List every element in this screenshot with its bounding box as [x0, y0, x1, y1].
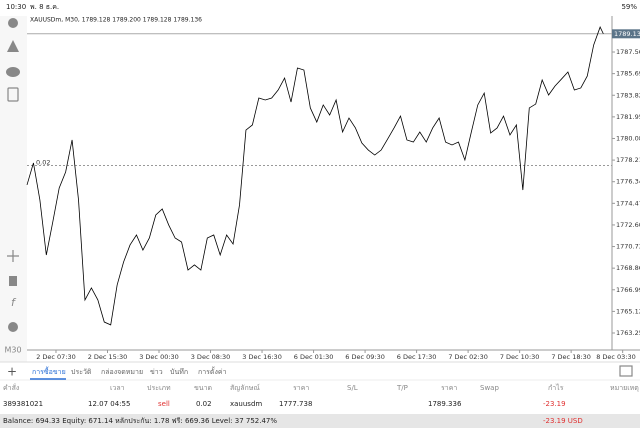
table-header: T/P [396, 384, 408, 392]
timeframe[interactable]: M30 [4, 346, 21, 355]
x-tick-label: 8 Dec 03:30 [596, 353, 636, 361]
tab[interactable]: การตั้งค่า [198, 365, 227, 376]
x-tick-label: 7 Dec 02:30 [448, 353, 488, 361]
y-tick-label: 1785.690 [616, 70, 640, 78]
y-tick-label: 1770.730 [616, 243, 640, 251]
balance-profit: -23.19 USD [543, 417, 583, 425]
table-cell[interactable]: 389381021 [3, 400, 43, 408]
table-header: ขนาด [194, 384, 212, 392]
crosshair-icon[interactable] [7, 250, 19, 262]
price-box [612, 29, 640, 39]
x-tick-label: 3 Dec 00:30 [139, 353, 179, 361]
y-tick-label: 1783.820 [616, 91, 640, 99]
y-tick-label: 1772.600 [616, 221, 640, 229]
x-tick-label: 2 Dec 07:30 [36, 353, 76, 361]
y-tick-label: 1774.470 [616, 199, 640, 207]
chart-title: XAUUSDm, M30, 1789.128 1789.200 1789.128… [30, 17, 202, 24]
chat-icon[interactable] [6, 67, 20, 77]
y-tick-label: 1765.120 [616, 307, 640, 315]
table-header: Swap [480, 384, 499, 392]
table-cell[interactable]: 0.02 [196, 400, 212, 408]
table-header: เวลา [110, 384, 125, 392]
order-label: 0.02 [36, 159, 50, 167]
price-label: 1789.136 [614, 30, 640, 38]
y-tick-label: 1776.340 [616, 178, 640, 186]
y-tick-label: 1763.250 [616, 329, 640, 337]
table-cell[interactable]: xauusdm [230, 400, 262, 408]
account-icon[interactable] [8, 18, 18, 28]
table-header: สัญลักษณ์ [230, 384, 260, 392]
table-header: กำไร [548, 383, 564, 392]
x-tick-label: 6 Dec 01:30 [294, 353, 334, 361]
x-tick-label: 2 Dec 15:30 [88, 353, 128, 361]
table-cell[interactable]: -23.19 [543, 400, 566, 408]
tab[interactable]: ข่าว [150, 368, 163, 376]
table-cell[interactable]: sell [158, 400, 170, 408]
x-tick-label: 6 Dec 09:30 [345, 353, 385, 361]
tab[interactable]: กล่องจดหมาย [101, 368, 143, 376]
status-time: 10:30 [6, 3, 26, 11]
table-cell[interactable]: 1789.336 [428, 400, 462, 408]
objects-icon[interactable] [8, 322, 18, 332]
tab[interactable]: ประวัติ [71, 368, 92, 376]
toolbar-icons: f [6, 18, 20, 332]
x-tick-label: 3 Dec 08:30 [191, 353, 231, 361]
table-cell[interactable]: 12.07 04:55 [88, 400, 130, 408]
tab[interactable]: บันทึก [170, 367, 188, 376]
y-tick-label: 1766.990 [616, 286, 640, 294]
y-tick-label: 1778.210 [616, 156, 640, 164]
price-line-series [26, 26, 604, 326]
table-header: หมายเหตุ [610, 384, 639, 392]
indicator-icon[interactable] [9, 276, 17, 286]
trade-icon[interactable] [7, 40, 19, 52]
table-header: ประเภท [147, 384, 171, 392]
menu-icon[interactable] [619, 365, 633, 377]
x-tick-label: 7 Dec 18:30 [551, 353, 591, 361]
add-button[interactable]: + [7, 365, 17, 379]
tab[interactable]: การซื้อขาย [32, 365, 66, 376]
table-header: คำสั่ง [3, 383, 19, 392]
status-battery: 59% [621, 3, 637, 11]
x-tick-label: 7 Dec 10:30 [500, 353, 540, 361]
x-tick-label: 6 Dec 17:30 [397, 353, 437, 361]
table-header: ราคา [293, 384, 309, 392]
table-cell[interactable]: 1777.738 [279, 400, 312, 408]
new-order-icon[interactable] [7, 87, 19, 102]
x-tick-label: 3 Dec 16:30 [242, 353, 282, 361]
status-date: พ. 8 ธ.ค. [30, 3, 59, 11]
table-header: S/L [347, 384, 358, 392]
table-header: ราคา [441, 384, 457, 392]
balance-bar [0, 414, 640, 428]
y-tick-label: 1781.950 [616, 113, 640, 121]
function-icon[interactable]: f [11, 296, 17, 309]
y-tick-label: 1768.860 [616, 264, 640, 272]
balance: Balance: 694.33 Equity: 671.14 หลักประกั… [3, 417, 277, 425]
y-tick-label: 1787.560 [616, 48, 640, 56]
y-tick-label: 1780.080 [616, 134, 640, 142]
